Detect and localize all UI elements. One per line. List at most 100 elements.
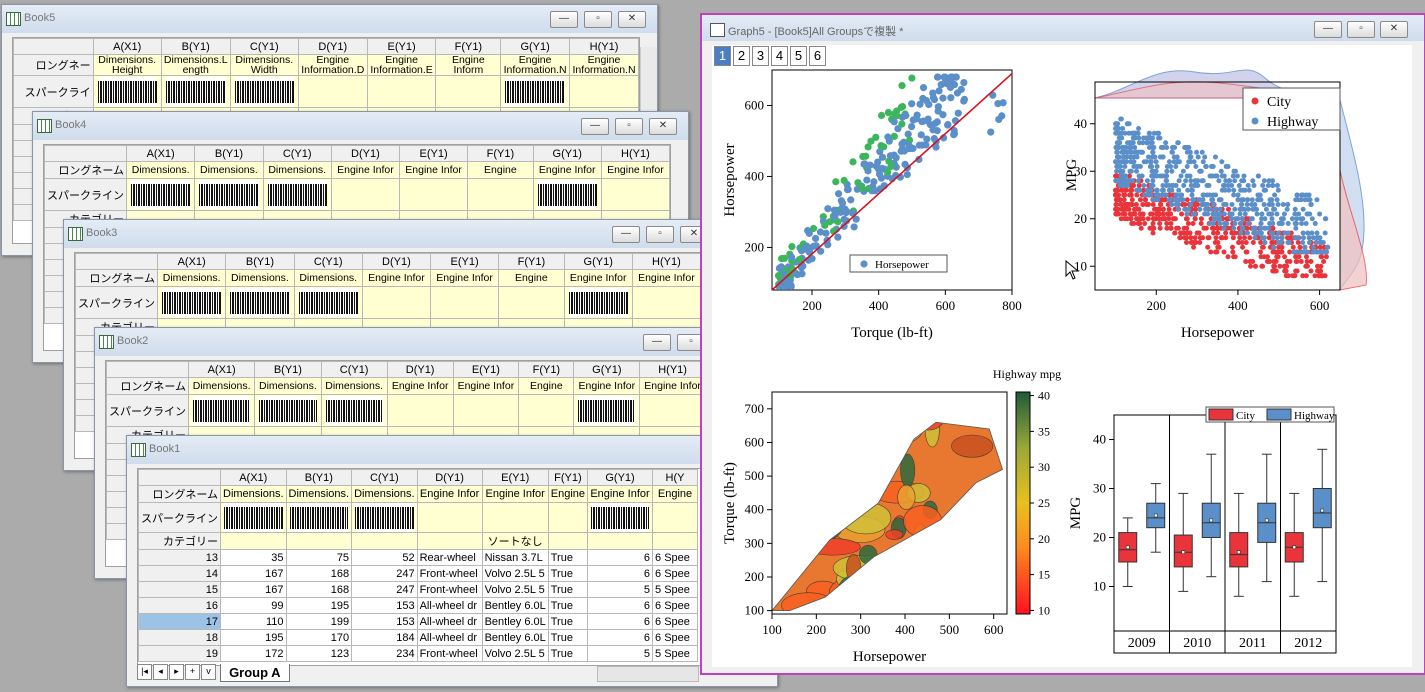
column-header[interactable]: C(Y1) [229,38,299,55]
row-header-category[interactable]: カテゴリー [138,532,221,550]
row-header-longname[interactable]: ロングネーム [138,485,221,503]
sparkline-cell[interactable] [262,178,332,211]
data-cell[interactable]: 5 [587,581,654,598]
sparkline-cell[interactable] [452,394,520,427]
data-cell[interactable]: 75 [285,549,353,566]
sparkline-cell[interactable] [366,75,437,108]
longname-cell[interactable]: Dimensions. [254,377,322,395]
sparkline-cell[interactable] [398,178,469,211]
maximize-button[interactable]: ▫ [615,118,643,135]
longname-cell[interactable]: Engine [518,377,575,395]
title-bar[interactable] [127,436,777,464]
sparkline-cell[interactable] [351,502,418,533]
row-header[interactable]: 14 [138,565,221,582]
data-cell[interactable]: 199 [285,613,353,630]
longname-cell[interactable]: Engine Information.E [366,54,437,76]
sparkline-cell[interactable] [330,178,401,211]
column-header[interactable]: D(Y1) [330,145,401,162]
layer-tab-2[interactable]: 2 [733,46,750,66]
minimize-button[interactable]: — [612,226,640,243]
column-header[interactable]: H(Y1) [639,361,705,378]
column-header[interactable]: H(Y1) [600,145,670,162]
longname-cell[interactable]: Engine [547,485,589,503]
data-cell[interactable]: Volvo 2.5L 5 [481,581,549,598]
longname-cell[interactable]: Dimensions. [156,269,227,287]
data-cell[interactable]: 123 [285,645,353,662]
sparkline-cell[interactable] [293,286,363,319]
category-cell[interactable] [652,532,699,550]
column-header[interactable]: C(Y1) [351,469,418,486]
worksheet-grid[interactable]: A(X1) B(Y1) C(Y1) D(Y1) E(Y1) F(Y1) G(Y1) H(Y ロン… [137,468,777,666]
column-header[interactable]: D(Y1) [416,469,483,486]
column-header[interactable]: A(X1) [220,469,287,486]
row-header[interactable]: 18 [138,629,221,646]
column-header[interactable]: E(Y1) [398,145,469,162]
column-header[interactable]: H(Y1) [631,253,701,270]
data-cell[interactable]: 6 [587,597,654,614]
minimize-button[interactable]: — [643,334,671,351]
column-header[interactable]: A(X1) [125,145,196,162]
longname-cell[interactable]: Engine Infor [631,269,701,287]
sparkline-cell[interactable] [569,75,639,108]
longname-cell[interactable]: Dimensions. [220,485,287,503]
data-cell[interactable]: True [547,581,589,598]
sparkline-cell[interactable] [285,502,353,533]
data-cell[interactable]: Front-wheel [416,581,483,598]
data-cell[interactable]: 167 [220,565,287,582]
data-cell[interactable]: 6 Spee [652,549,699,566]
data-cell[interactable]: All-wheel dr [416,629,483,646]
longname-cell[interactable]: Engine Information.N [500,54,571,76]
category-cell[interactable] [351,532,418,550]
column-header[interactable]: F(Y1) [498,253,565,270]
data-cell[interactable]: 6 Spee [652,613,699,630]
maximize-button[interactable]: ▫ [677,334,705,351]
row-header-sparkline[interactable]: スパークライン [75,286,158,319]
data-cell[interactable]: True [547,629,589,646]
minimize-button[interactable]: — [550,11,578,28]
column-header[interactable]: H(Y [652,469,699,486]
data-cell[interactable]: True [547,645,589,662]
sparkline-cell[interactable] [631,286,701,319]
sparkline-cell[interactable] [435,75,502,108]
close-button[interactable]: ✕ [618,11,646,28]
sparkline-cell[interactable] [563,286,633,319]
layer-tab-6[interactable]: 6 [809,46,826,66]
chart-mpg-box-by-year[interactable]: 2009 2010 2011 2012 10 20 30 40 MPG City Highway [1062,357,1402,667]
column-header[interactable]: G(Y1) [573,361,641,378]
column-header[interactable]: A(X1) [92,38,162,55]
corner-cell[interactable] [75,253,158,270]
close-button[interactable]: ✕ [1380,21,1408,38]
longname-cell[interactable]: Engine Infor [639,377,705,395]
column-header[interactable]: C(Y1) [293,253,363,270]
row-header-longname[interactable]: ロングネーム [106,377,189,395]
data-cell[interactable]: 52 [351,549,418,566]
sparkline-cell[interactable] [225,286,295,319]
chart-contour-torque-horsepower[interactable]: 100 200 300 400 500 600 100 200 300 400 500 600 700 H… [712,357,1062,667]
category-cell[interactable] [547,532,589,550]
minimize-button[interactable]: — [581,118,609,135]
sparkline-cell[interactable] [429,286,500,319]
sparkline-cell[interactable] [297,75,368,108]
data-cell[interactable]: 5 [587,645,654,662]
row-header-sparkline[interactable]: スパークライン [44,178,127,211]
data-cell[interactable]: 167 [220,581,287,598]
longname-cell[interactable]: Engine [498,269,565,287]
book1-window[interactable]: Book1 A(X1) B(Y1) C(Y1) D(Y1) E(Y1) F(Y1) G(Y1… [126,435,778,687]
column-header[interactable]: D(Y1) [361,253,432,270]
data-cell[interactable]: 195 [285,597,353,614]
row-header-sparkline[interactable]: スパークライ [13,75,94,108]
sparkline-cell[interactable] [320,394,388,427]
data-cell[interactable]: 6 [587,629,654,646]
longname-cell[interactable]: Engine Infor [532,161,602,179]
data-cell[interactable]: 110 [220,613,287,630]
data-cell[interactable]: True [547,613,589,630]
sheet-tab-bar[interactable]: |◂ ◂ ▸ + v Group A [137,664,697,682]
column-header[interactable]: C(Y1) [320,361,388,378]
data-cell[interactable]: 168 [285,565,353,582]
sparkline-cell[interactable] [652,502,699,533]
row-header-longname[interactable]: ロングネー [13,54,94,76]
layer-tab-5[interactable]: 5 [790,46,807,66]
layer-tab-4[interactable]: 4 [771,46,788,66]
category-cell[interactable] [285,532,353,550]
